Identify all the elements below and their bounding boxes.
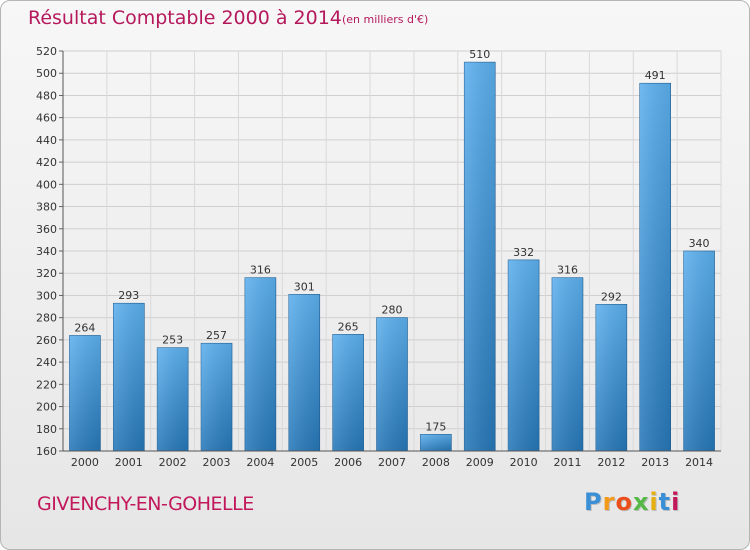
x-tick-label: 2004	[246, 456, 274, 469]
x-tick-label: 2007	[378, 456, 406, 469]
chart-title: Résultat Comptable 2000 à 2014	[28, 7, 342, 29]
logo-letter: i	[649, 488, 659, 516]
data-label: 340	[689, 237, 710, 250]
x-tick-label: 2008	[422, 456, 450, 469]
y-tick-label: 480	[36, 89, 57, 102]
y-tick-label: 520	[36, 45, 57, 58]
x-tick-label: 2010	[510, 456, 538, 469]
bar-shade	[639, 83, 671, 451]
logo-letter: P	[584, 488, 603, 516]
data-label: 175	[425, 420, 446, 433]
data-label: 253	[162, 334, 183, 347]
data-label: 332	[513, 246, 534, 259]
data-label: 292	[601, 290, 622, 303]
data-label: 264	[74, 321, 95, 334]
data-label: 316	[557, 264, 578, 277]
bar-shade	[508, 259, 540, 451]
x-tick-label: 2013	[641, 456, 669, 469]
bar-shade	[69, 335, 101, 451]
logo-letter: r	[602, 488, 616, 516]
x-tick-label: 2002	[159, 456, 187, 469]
y-tick-label: 240	[36, 356, 57, 369]
data-label: 293	[118, 289, 139, 302]
logo-letter: i	[671, 488, 681, 516]
x-tick-label: 2009	[466, 456, 494, 469]
x-tick-label: 2011	[553, 456, 581, 469]
x-tick-label: 2000	[71, 456, 99, 469]
y-tick-label: 200	[36, 401, 57, 414]
bar-shade	[332, 334, 364, 451]
data-label: 301	[294, 280, 315, 293]
logo-letter: o	[615, 488, 633, 516]
bar-shade	[464, 62, 496, 451]
chart-subtitle: (en milliers d'€)	[342, 13, 429, 26]
y-tick-label: 320	[36, 267, 57, 280]
bar-shade	[376, 317, 408, 451]
data-label: 265	[338, 320, 359, 333]
y-tick-label: 220	[36, 378, 57, 391]
bar-shade	[595, 304, 627, 451]
logo-letter: t	[658, 488, 672, 516]
y-tick-label: 180	[36, 423, 57, 436]
y-tick-label: 420	[36, 156, 57, 169]
y-tick-label: 360	[36, 223, 57, 236]
bar-shade	[201, 343, 233, 451]
bar-shade	[551, 277, 583, 451]
bar-shade	[288, 294, 320, 451]
data-label: 491	[645, 69, 666, 82]
y-tick-label: 380	[36, 201, 57, 214]
bar-shade	[244, 277, 276, 451]
bar-shade	[683, 251, 715, 451]
x-tick-label: 2014	[685, 456, 713, 469]
y-tick-label: 400	[36, 178, 57, 191]
x-tick-label: 2006	[334, 456, 362, 469]
y-tick-label: 260	[36, 334, 57, 347]
x-tick-label: 2012	[597, 456, 625, 469]
y-tick-label: 160	[36, 445, 57, 458]
y-tick-label: 300	[36, 289, 57, 302]
bar-shade	[420, 434, 452, 451]
y-tick-label: 280	[36, 312, 57, 325]
y-tick-label: 440	[36, 134, 57, 147]
y-tick-label: 460	[36, 112, 57, 125]
proxiti-logo: Proxiti	[584, 488, 680, 516]
y-tick-label: 500	[36, 67, 57, 80]
x-tick-label: 2001	[115, 456, 143, 469]
data-label: 257	[206, 329, 227, 342]
logo-letter: x	[632, 488, 650, 516]
bar-shade	[157, 347, 189, 451]
x-tick-label: 2003	[203, 456, 231, 469]
data-label: 316	[250, 264, 271, 277]
x-tick-label: 2005	[290, 456, 318, 469]
data-label: 280	[382, 304, 403, 317]
bar-shade	[113, 303, 145, 451]
y-tick-label: 340	[36, 245, 57, 258]
data-label: 510	[469, 48, 490, 61]
commune-name: GIVENCHY-EN-GOHELLE	[37, 493, 254, 515]
